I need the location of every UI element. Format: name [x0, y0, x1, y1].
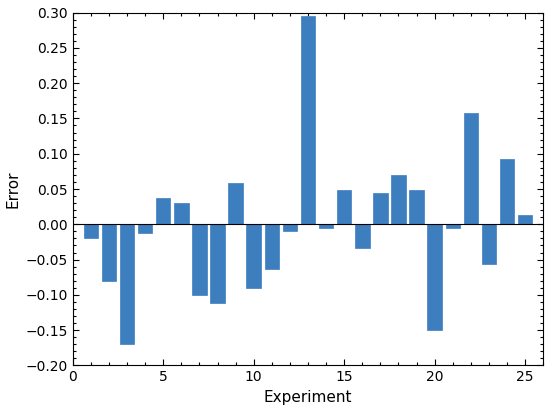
Bar	[156, 198, 170, 224]
Bar	[301, 16, 315, 224]
Bar	[464, 113, 478, 224]
Bar	[228, 184, 243, 224]
Bar	[211, 224, 225, 303]
Bar	[482, 224, 496, 264]
Bar	[120, 224, 134, 344]
Bar	[192, 224, 207, 295]
Bar	[500, 159, 514, 224]
Bar	[409, 190, 424, 224]
Bar	[138, 224, 152, 233]
Bar	[264, 224, 279, 269]
Bar	[246, 224, 261, 288]
Bar	[391, 175, 405, 224]
Bar	[427, 224, 442, 330]
Bar	[355, 224, 370, 247]
Bar	[446, 224, 460, 228]
Bar	[102, 224, 116, 281]
Bar	[337, 190, 352, 224]
Bar	[83, 224, 98, 239]
X-axis label: Experiment: Experiment	[264, 390, 352, 405]
Bar	[174, 203, 189, 224]
Bar	[373, 193, 388, 224]
Bar	[283, 224, 297, 231]
Bar	[319, 224, 333, 228]
Y-axis label: Error: Error	[5, 170, 20, 208]
Bar	[518, 215, 533, 224]
